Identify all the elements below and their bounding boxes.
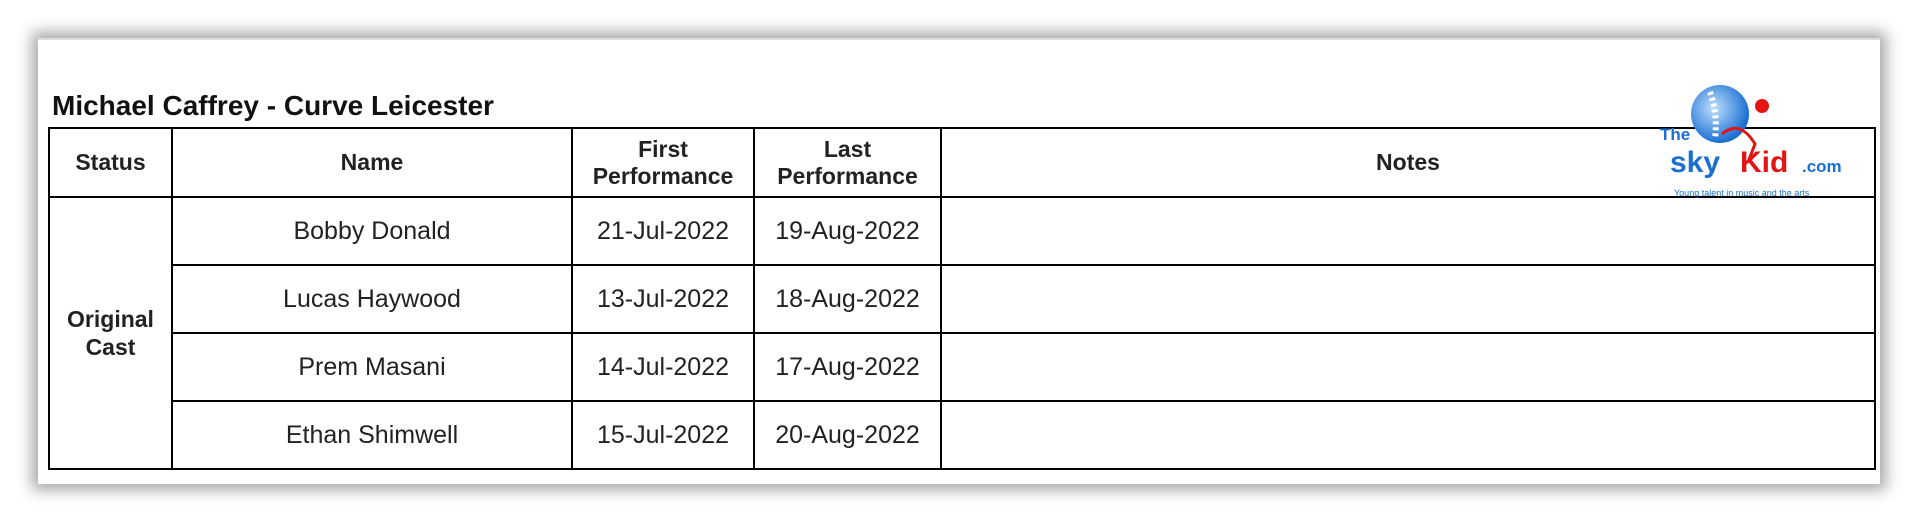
- first-performance-cell: 14-Jul-2022: [571, 332, 755, 402]
- last-performance-cell: 19-Aug-2022: [753, 196, 942, 266]
- header-first-performance: First Performance: [571, 127, 755, 198]
- theskykid-logo: The sky Kid .com Young talent in music a…: [1660, 85, 1842, 198]
- page-title: Michael Caffrey - Curve Leicester: [52, 90, 494, 121]
- header-name: Name: [171, 127, 573, 198]
- name-cell: Bobby Donald: [171, 196, 573, 266]
- header-status: Status: [48, 127, 173, 198]
- status-cell: Original Cast: [48, 196, 173, 470]
- logo-globe-icon: [1691, 85, 1749, 143]
- logo-sky: sky: [1670, 146, 1720, 179]
- last-performance-cell: 18-Aug-2022: [753, 264, 942, 334]
- first-performance-cell: 13-Jul-2022: [571, 264, 755, 334]
- logo-com: .com: [1802, 157, 1842, 176]
- table-row: Ethan Shimwell 15-Jul-2022 20-Aug-2022: [49, 400, 1876, 470]
- name-cell: Prem Masani: [171, 332, 573, 402]
- logo-the: The: [1660, 125, 1690, 144]
- table-row: Original Cast Bobby Donald 21-Jul-2022 1…: [48, 196, 1876, 470]
- notes-cell: [940, 332, 1876, 402]
- table-row: Prem Masani 14-Jul-2022 17-Aug-2022: [49, 332, 1876, 402]
- last-performance-cell: 20-Aug-2022: [753, 400, 942, 470]
- header-row: Status Name First Performance Last Perfo…: [48, 127, 1876, 198]
- name-cell: Lucas Haywood: [171, 264, 573, 334]
- table-row: Lucas Haywood 13-Jul-2022 18-Aug-2022: [49, 264, 1876, 334]
- cast-table: Status Name First Performance Last Perfo…: [48, 127, 1876, 470]
- first-performance-cell: 15-Jul-2022: [571, 400, 755, 470]
- notes-cell: [940, 400, 1876, 470]
- notes-cell: [940, 196, 1876, 266]
- notes-cell: [940, 264, 1876, 334]
- first-performance-cell: 21-Jul-2022: [571, 196, 755, 266]
- header-last-performance: Last Performance: [753, 127, 942, 198]
- logo-tagline: Young talent in music and the arts: [1674, 188, 1810, 198]
- logo-kid: Kid: [1740, 146, 1788, 179]
- name-cell: Ethan Shimwell: [171, 400, 573, 470]
- last-performance-cell: 17-Aug-2022: [753, 332, 942, 402]
